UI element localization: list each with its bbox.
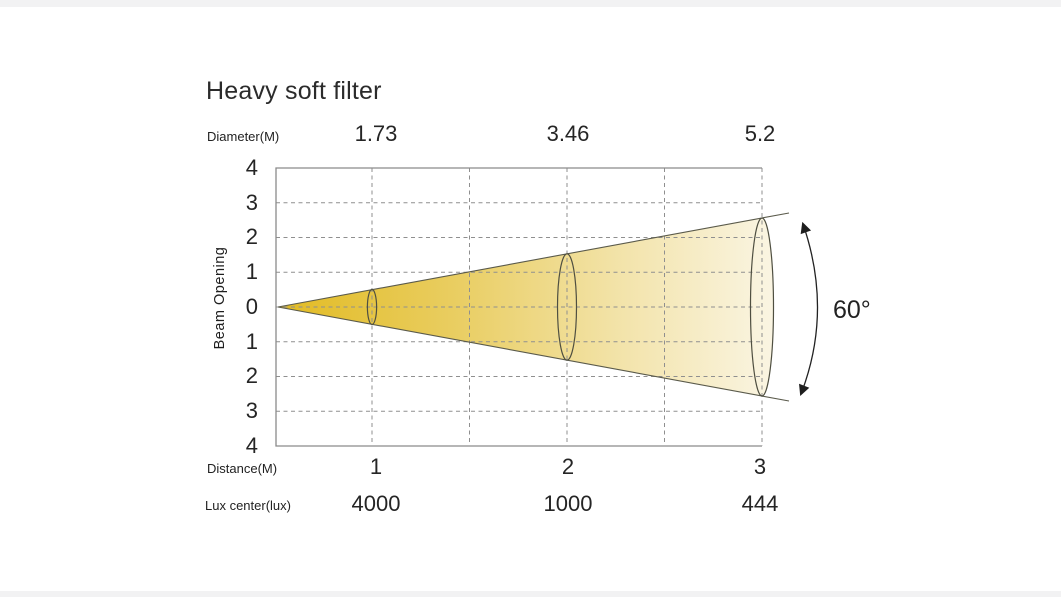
y-tick-2-top: 2 [245,224,258,249]
bottom-edge-strip [0,591,1061,597]
distance-value-3: 3 [753,454,767,479]
diameter-value-3: 5.2 [744,121,776,146]
y-tick-4-top: 4 [245,155,258,180]
beam-ellipse-distance-2 [556,253,578,361]
y-tick-3-bottom: 3 [245,398,258,423]
y-tick-1-bottom: 1 [245,329,258,354]
beam-ellipse-distance-3 [749,217,775,397]
lux-value-3: 444 [741,491,779,516]
chart-title: Heavy soft filter [206,77,382,105]
distance-row-label: Distance(M) [207,461,278,476]
diameter-row-label: Diameter(M) [207,129,280,144]
y-tick-3-top: 3 [245,190,258,215]
grid-lines [276,168,763,446]
beam-angle-arc [799,221,819,397]
y-tick-2-bottom: 2 [245,363,258,388]
lux-value-2: 1000 [543,491,593,516]
y-tick-1-top: 1 [245,259,258,284]
plot-border [275,167,762,447]
top-edge-strip [0,0,1061,7]
y-axis-label: Beam Opening [212,246,228,350]
lux-row-label: Lux center(lux) [205,498,291,513]
beam-ellipse-distance-1 [366,288,378,326]
beam-cone-edges [277,212,790,402]
y-tick-0: 0 [245,294,258,319]
distance-value-1: 1 [369,454,383,479]
beam-angle-label: 60° [833,296,871,324]
lux-value-1: 4000 [351,491,401,516]
distance-value-2: 2 [561,454,575,479]
y-tick-4-bottom: 4 [245,433,258,458]
diameter-value-2: 3.46 [546,121,590,146]
diameter-value-1: 1.73 [354,121,398,146]
